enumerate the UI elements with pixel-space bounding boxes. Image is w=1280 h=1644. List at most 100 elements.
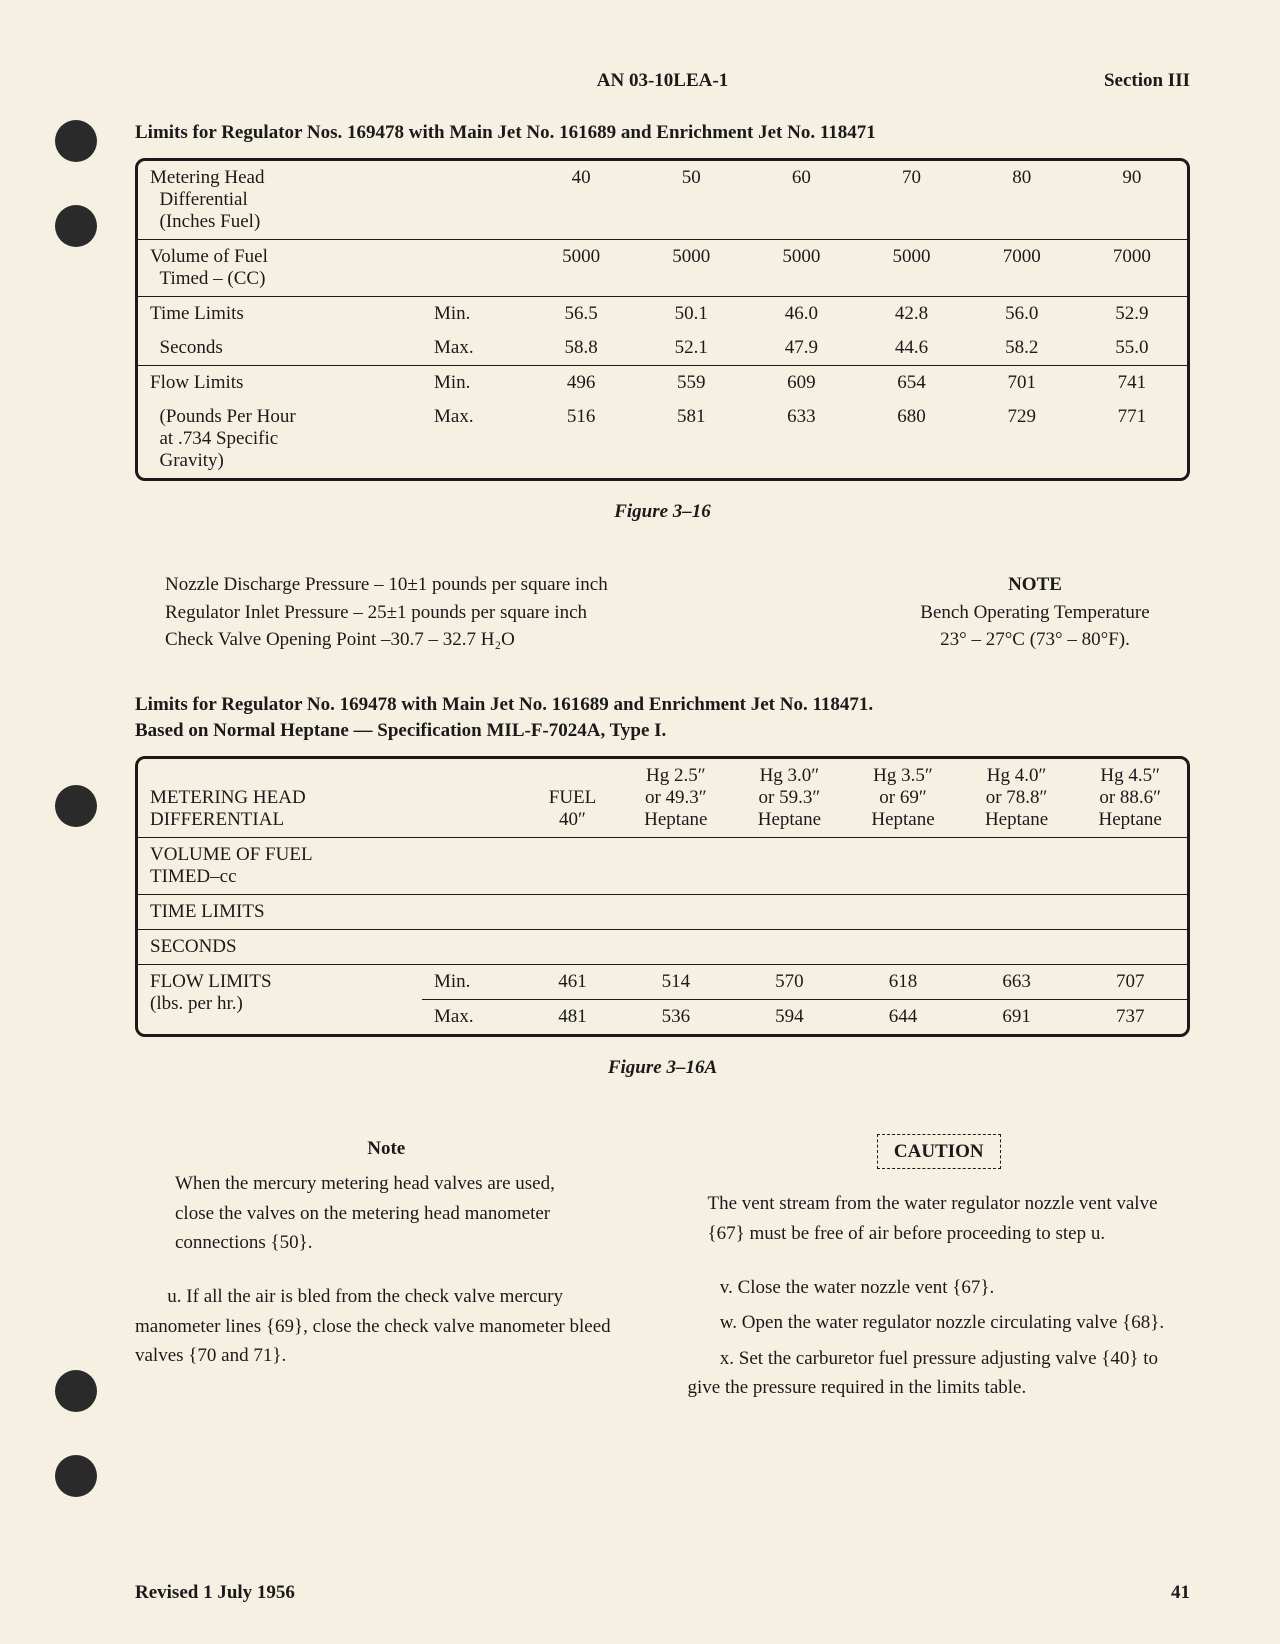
table1: Metering Head Differential (Inches Fuel)… — [138, 161, 1187, 478]
caution-text: The vent stream from the water regulator… — [708, 1189, 1171, 1248]
table-row: VOLUME OF FUELTIMED–cc — [138, 837, 1187, 894]
cell: 56.0 — [967, 297, 1077, 332]
sub-label: Max. — [422, 400, 526, 478]
caution-heading: CAUTION — [877, 1134, 1001, 1169]
revised-date: Revised 1 July 1956 — [135, 1582, 295, 1604]
cell: 5000 — [856, 240, 966, 297]
cell: 654 — [856, 366, 966, 401]
caution-wrap: CAUTION — [688, 1134, 1191, 1179]
sub-label: Min. — [422, 366, 526, 401]
col-head: FUEL40″ — [526, 759, 619, 838]
table-row: FLOW LIMITS(lbs. per hr.) Min. 461 514 5… — [138, 964, 1187, 999]
cell: 516 — [526, 400, 636, 478]
row-label: Seconds — [138, 331, 422, 366]
cell: 514 — [619, 964, 733, 999]
cell: 707 — [1073, 964, 1187, 999]
cell: 90 — [1077, 161, 1187, 240]
cell: 40 — [526, 161, 636, 240]
cell: 56.5 — [526, 297, 636, 332]
table2-title-b: Based on Normal Heptane — Specification … — [135, 720, 1190, 742]
page-header: AN 03-10LEA-1 Section III — [135, 70, 1190, 92]
page-number: 41 — [1171, 1582, 1190, 1604]
cell: 729 — [967, 400, 1077, 478]
figure-caption-1: Figure 3–16 — [135, 501, 1190, 523]
cell: 644 — [846, 999, 960, 1034]
row-label: Time Limits — [138, 297, 422, 332]
cell: 80 — [967, 161, 1077, 240]
punch-holes — [55, 0, 95, 1644]
row-label: METERING HEADDIFFERENTIAL — [138, 759, 422, 838]
specs-block: Nozzle Discharge Pressure – 10±1 pounds … — [165, 571, 1190, 654]
spec-line: Check Valve Opening Point –30.7 – 32.7 H… — [165, 626, 880, 654]
table-row: TIME LIMITS — [138, 894, 1187, 929]
page-footer: Revised 1 July 1956 41 — [135, 1582, 1190, 1604]
cell: 50.1 — [636, 297, 746, 332]
cell: 771 — [1077, 400, 1187, 478]
cell: 570 — [733, 964, 847, 999]
figure-caption-2: Figure 3–16A — [135, 1057, 1190, 1079]
body-columns: Note When the mercury metering head valv… — [135, 1134, 1190, 1409]
para-v: v. Close the water nozzle vent {67}. — [688, 1273, 1191, 1302]
note-line: 23° – 27°C (73° – 80°F). — [880, 626, 1190, 654]
sub-label: Max. — [422, 331, 526, 366]
specs-note: NOTE Bench Operating Temperature 23° – 2… — [880, 571, 1190, 654]
cell: 581 — [636, 400, 746, 478]
table-row: Metering Head Differential (Inches Fuel)… — [138, 161, 1187, 240]
cell: 7000 — [967, 240, 1077, 297]
col-head: Hg 4.0″or 78.8″Heptane — [960, 759, 1074, 838]
spec-line: Regulator Inlet Pressure – 25±1 pounds p… — [165, 599, 880, 627]
table-row: Time Limits Min. 56.5 50.1 46.0 42.8 56.… — [138, 297, 1187, 332]
hole-icon — [55, 1455, 97, 1497]
cell: 741 — [1077, 366, 1187, 401]
row-label: TIME LIMITS — [138, 894, 1187, 929]
note-heading: Note — [135, 1134, 638, 1163]
table-row: METERING HEADDIFFERENTIAL FUEL40″ Hg 2.5… — [138, 759, 1187, 838]
row-label: (Pounds Per Hour at .734 Specific Gravit… — [138, 400, 422, 478]
table2: METERING HEADDIFFERENTIAL FUEL40″ Hg 2.5… — [138, 759, 1187, 1034]
cell: 52.9 — [1077, 297, 1187, 332]
para-u: u. If all the air is bled from the check… — [135, 1282, 638, 1370]
cell: 461 — [526, 964, 619, 999]
table-row: (Pounds Per Hour at .734 Specific Gravit… — [138, 400, 1187, 478]
cell: 691 — [960, 999, 1074, 1034]
col-head: Hg 4.5″or 88.6″Heptane — [1073, 759, 1187, 838]
cell: 55.0 — [1077, 331, 1187, 366]
table-row: Volume of Fuel Timed – (CC) 5000 5000 50… — [138, 240, 1187, 297]
hole-icon — [55, 785, 97, 827]
note-text: When the mercury metering head valves ar… — [175, 1169, 598, 1257]
sub-label: Min. — [422, 964, 526, 999]
col-head: Hg 3.5″or 69″Heptane — [846, 759, 960, 838]
cell: 52.1 — [636, 331, 746, 366]
sub-label: Max. — [422, 999, 526, 1034]
row-label: VOLUME OF FUELTIMED–cc — [138, 837, 1187, 894]
table-row: Seconds Max. 58.8 52.1 47.9 44.6 58.2 55… — [138, 331, 1187, 366]
cell: 47.9 — [746, 331, 856, 366]
para-x: x. Set the carburetor fuel pressure adju… — [688, 1344, 1191, 1403]
left-column: Note When the mercury metering head valv… — [135, 1134, 638, 1409]
cell: 536 — [619, 999, 733, 1034]
cell: 481 — [526, 999, 619, 1034]
cell: 42.8 — [856, 297, 966, 332]
cell: 701 — [967, 366, 1077, 401]
cell: 60 — [746, 161, 856, 240]
row-label: Volume of Fuel Timed – (CC) — [138, 240, 422, 297]
row-label: SECONDS — [138, 929, 1187, 964]
cell: 70 — [856, 161, 966, 240]
cell: 46.0 — [746, 297, 856, 332]
cell: 737 — [1073, 999, 1187, 1034]
cell: 594 — [733, 999, 847, 1034]
cell: 618 — [846, 964, 960, 999]
table-row: Flow Limits Min. 496 559 609 654 701 741 — [138, 366, 1187, 401]
para-w: w. Open the water regulator nozzle circu… — [688, 1308, 1191, 1337]
hole-icon — [55, 120, 97, 162]
cell: 680 — [856, 400, 966, 478]
table1-box: Metering Head Differential (Inches Fuel)… — [135, 158, 1190, 481]
cell: 7000 — [1077, 240, 1187, 297]
note-heading: NOTE — [880, 571, 1190, 599]
note-line: Bench Operating Temperature — [880, 599, 1190, 627]
cell: 5000 — [636, 240, 746, 297]
right-column: CAUTION The vent stream from the water r… — [688, 1134, 1191, 1409]
cell: 58.8 — [526, 331, 636, 366]
specs-left: Nozzle Discharge Pressure – 10±1 pounds … — [165, 571, 880, 654]
cell: 633 — [746, 400, 856, 478]
